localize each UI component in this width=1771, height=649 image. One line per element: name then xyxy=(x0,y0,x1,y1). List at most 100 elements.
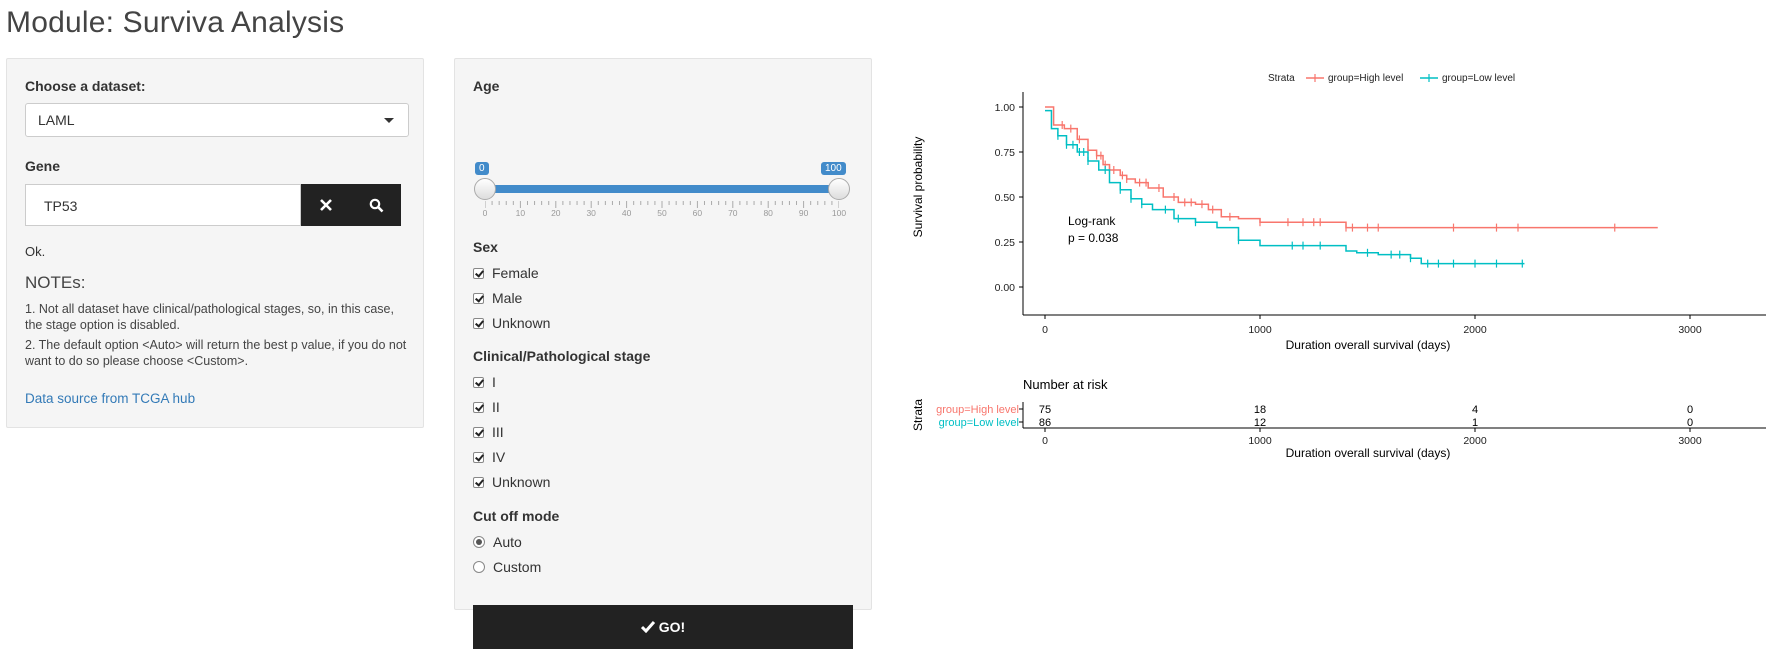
x-tick-label: 3000 xyxy=(1678,324,1702,336)
sex-unknown-checkbox[interactable]: Unknown xyxy=(473,315,550,331)
close-icon xyxy=(320,199,332,211)
x-tick-label: 2000 xyxy=(1463,324,1487,336)
sex-male-checkbox[interactable]: Male xyxy=(473,290,522,306)
risk-value: 0 xyxy=(1687,417,1693,429)
search-button[interactable] xyxy=(351,184,401,226)
slider-tick-label: 80 xyxy=(763,208,773,218)
y-tick-label: 1.00 xyxy=(995,102,1016,114)
sex-female-checkbox[interactable]: Female xyxy=(473,265,539,281)
age-slider-track[interactable] xyxy=(485,185,839,193)
age-slider-ticks xyxy=(484,196,840,208)
age-min-badge: 0 xyxy=(475,162,489,175)
checkbox-label: III xyxy=(492,424,504,440)
y-tick-label: 0.25 xyxy=(995,237,1016,249)
radio-label: Auto xyxy=(493,534,522,550)
risk-table-title: Number at risk xyxy=(1023,377,1108,392)
age-max-badge: 100 xyxy=(821,162,846,175)
cutoff-auto-radio[interactable]: Auto xyxy=(473,534,522,550)
stage-iv-checkbox[interactable]: IV xyxy=(473,449,505,465)
risk-x-axis-title: Duration overall survival (days) xyxy=(1286,446,1451,460)
checkbox-icon xyxy=(473,426,484,438)
x-axis-title: Duration overall survival (days) xyxy=(1286,338,1451,352)
checkbox-label: II xyxy=(492,399,500,415)
survival-plot: Strata group=High level group=Low level … xyxy=(911,73,1766,460)
dataset-select[interactable]: LAML xyxy=(25,103,409,137)
radio-icon xyxy=(473,561,485,573)
checkbox-label: Unknown xyxy=(492,315,551,331)
gene-label: Gene xyxy=(25,158,61,174)
age-label: Age xyxy=(473,78,500,94)
legend-high-label: group=High level xyxy=(1328,73,1403,84)
risk-x-tick-label: 2000 xyxy=(1463,435,1487,447)
search-icon xyxy=(369,198,383,212)
check-icon xyxy=(640,621,655,633)
checkbox-label: Male xyxy=(492,290,523,306)
slider-tick-label: 20 xyxy=(551,208,561,218)
risk-x-tick-label: 1000 xyxy=(1248,435,1272,447)
dataset-value: LAML xyxy=(38,112,75,128)
status-text: Ok. xyxy=(25,244,46,259)
data-source-link[interactable]: Data source from TCGA hub xyxy=(25,391,196,406)
checkbox-label: I xyxy=(492,374,496,390)
logrank-label: Log-rank xyxy=(1068,214,1116,228)
stage-ii-checkbox[interactable]: II xyxy=(473,399,500,415)
slider-tick-label: 70 xyxy=(728,208,738,218)
pvalue-label: p = 0.038 xyxy=(1068,231,1119,245)
slider-tick-label: 40 xyxy=(621,208,632,218)
risk-value: 4 xyxy=(1472,404,1478,416)
risk-value: 18 xyxy=(1254,404,1266,416)
notes-title: NOTEs: xyxy=(25,273,86,292)
stage-unknown-checkbox[interactable]: Unknown xyxy=(473,474,550,490)
go-button[interactable]: GO! xyxy=(473,605,853,649)
page-title: Module: Surviva Analysis xyxy=(6,6,345,39)
risk-value: 75 xyxy=(1039,404,1051,416)
legend-low-label: group=Low level xyxy=(1442,73,1515,84)
y-tick-label: 0.50 xyxy=(995,192,1016,204)
checkbox-label: Unknown xyxy=(492,474,551,490)
risk-value: 0 xyxy=(1687,404,1693,416)
checkbox-icon xyxy=(473,292,484,304)
checkbox-icon xyxy=(473,476,484,488)
checkbox-icon xyxy=(473,267,484,279)
age-max-handle[interactable] xyxy=(828,178,850,200)
stage-i-checkbox[interactable]: I xyxy=(473,374,496,390)
clear-button[interactable] xyxy=(301,184,351,226)
slider-tick-label: 50 xyxy=(657,208,667,218)
cutoff-custom-radio[interactable]: Custom xyxy=(473,559,541,575)
risk-value: 1 xyxy=(1472,417,1478,429)
radio-icon xyxy=(473,536,485,548)
checkbox-label: IV xyxy=(492,449,506,465)
dataset-label: Choose a dataset: xyxy=(25,78,146,94)
slider-tick-label: 30 xyxy=(586,208,596,218)
note-2: 2. The default option <Auto> will return… xyxy=(25,338,407,368)
risk-x-tick-label: 3000 xyxy=(1678,435,1702,447)
slider-tick-label: 60 xyxy=(692,208,703,218)
caret-down-icon xyxy=(384,118,394,123)
radio-label: Custom xyxy=(493,559,542,575)
checkbox-icon xyxy=(473,376,484,388)
age-min-handle[interactable] xyxy=(474,178,496,200)
x-tick-label: 0 xyxy=(1042,324,1048,336)
note-1: 1. Not all dataset have clinical/patholo… xyxy=(25,302,394,332)
risk-x-tick-label: 0 xyxy=(1042,435,1048,447)
slider-tick-label: 0 xyxy=(482,208,488,218)
checkbox-icon xyxy=(473,451,484,463)
x-tick-label: 1000 xyxy=(1248,324,1272,336)
slider-tick-label: 10 xyxy=(515,208,526,218)
y-tick-label: 0.00 xyxy=(995,282,1016,294)
risk-row-label-low: group=Low level xyxy=(939,417,1019,429)
y-tick-label: 0.75 xyxy=(995,147,1016,159)
dataset-panel: Choose a dataset: LAML Gene TP53 Ok. NOT… xyxy=(6,58,424,428)
cutoff-label: Cut off mode xyxy=(473,508,560,524)
checkbox-icon xyxy=(473,401,484,413)
risk-row-label-high: group=High level xyxy=(936,404,1019,416)
stage-iii-checkbox[interactable]: III xyxy=(473,424,504,440)
y-axis-title: Survival probability xyxy=(911,137,925,238)
risk-value: 12 xyxy=(1254,417,1266,429)
gene-input[interactable]: TP53 xyxy=(25,184,301,226)
legend: Strata group=High level group=Low level xyxy=(1268,73,1515,84)
slider-tick-label: 100 xyxy=(831,208,847,218)
checkbox-icon xyxy=(473,317,484,329)
risk-value: 86 xyxy=(1039,417,1051,429)
risk-y-axis-title: Strata xyxy=(911,399,925,431)
